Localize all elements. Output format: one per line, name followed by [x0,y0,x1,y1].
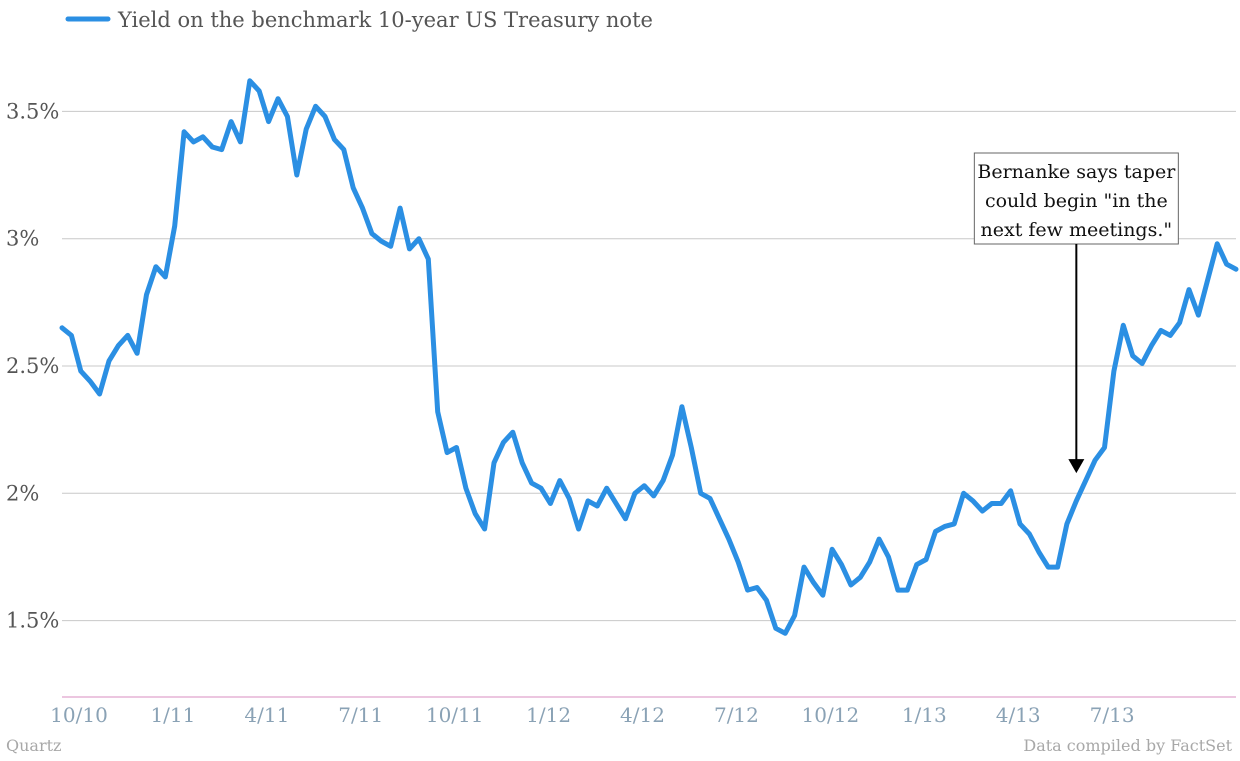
annotation-line-0: Bernanke says taper [977,161,1176,183]
x-tick-label-4: 10/11 [426,703,484,727]
y-tick-label-3: 3% [6,227,39,251]
y-tick-label-4: 3.5% [6,99,59,123]
annotation-line-1: could begin "in the [985,190,1168,212]
annotation-box [973,152,1179,245]
annotation-arrow-head [1068,459,1085,474]
x-tick-label-1: 1/11 [150,703,195,727]
annotation-line-2: next few meetings." [981,219,1173,241]
x-tick-label-5: 1/12 [526,703,571,727]
yield-series-line [59,78,1239,636]
taper-annotation: Bernanke says taper could begin "in the ne… [973,152,1179,474]
y-tick-label-2: 2.5% [6,354,59,378]
x-tick-label-11: 7/13 [1090,703,1135,727]
x-tick-label-8: 10/12 [802,703,860,727]
x-tick-label-6: 4/12 [620,703,665,727]
legend-label: Yield on the benchmark 10-year US Treasu… [117,8,653,32]
y-axis-ticks: 1.5% 2% 2.5% 3% 3.5% [6,99,59,632]
x-tick-label-10: 4/13 [996,703,1041,727]
x-tick-label-7: 7/12 [714,703,759,727]
y-tick-label-1: 2% [6,481,39,505]
x-tick-label-2: 4/11 [244,703,289,727]
x-tick-label-3: 7/11 [338,703,383,727]
x-tick-label-9: 1/13 [902,703,947,727]
x-tick-label-0: 10/10 [50,703,108,727]
source-right: Data compiled by FactSet [1023,736,1232,755]
y-tick-label-0: 1.5% [6,609,59,633]
x-axis-ticks: 10/10 1/11 4/11 7/11 10/11 1/12 4/12 7/12 10/12 1… [50,703,1134,727]
legend: Yield on the benchmark 10-year US Treasu… [65,8,653,32]
source-left: Quartz [6,736,61,755]
